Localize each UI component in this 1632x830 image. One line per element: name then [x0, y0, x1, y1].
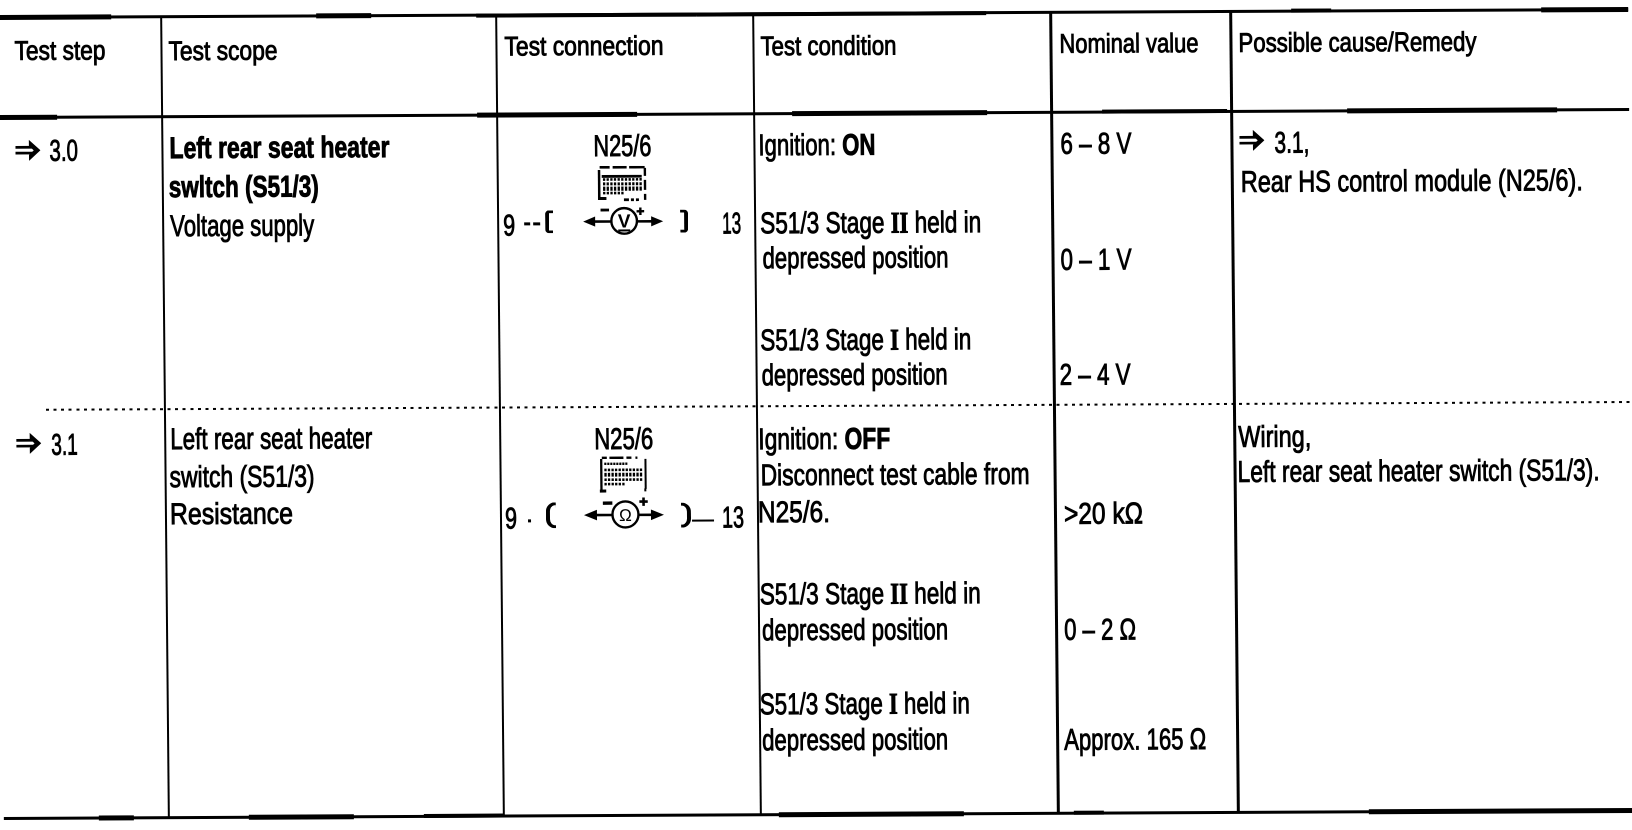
svg-text:Ω: Ω — [619, 506, 632, 525]
svg-text:V: V — [618, 211, 631, 232]
